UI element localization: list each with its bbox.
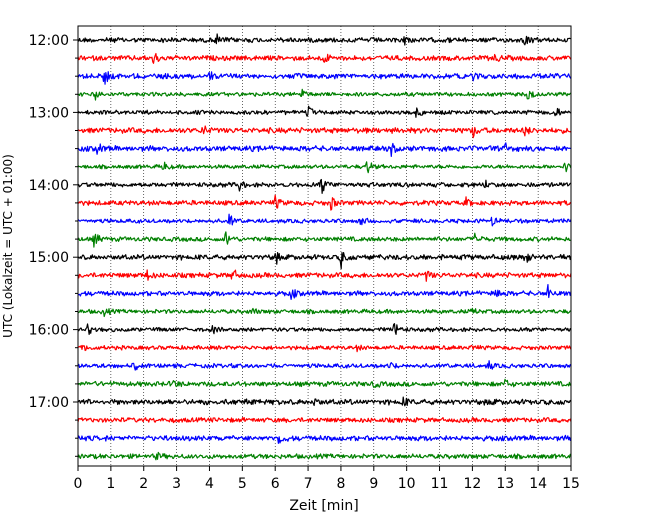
x-tick-label: 2: [139, 476, 148, 492]
trace-1415: [77, 194, 572, 211]
seismogram-traces: [77, 33, 572, 461]
x-tick-label: 4: [205, 476, 214, 492]
trace-1245: [77, 88, 572, 101]
y-tick-label: 14:00: [29, 178, 69, 194]
x-axis-ticks: 0 1 2 3 4 5 6 7 8 9 10 11 12 13 14 15: [74, 466, 580, 492]
trace-1500: [77, 251, 572, 270]
y-axis-label: UTC (Lokalzeit = UTC + 01:00): [1, 154, 15, 338]
x-tick-label: 6: [271, 476, 280, 492]
trace-1645: [77, 378, 572, 389]
x-tick-label: 3: [172, 476, 181, 492]
trace-1530: [77, 283, 572, 300]
trace-1445: [77, 231, 572, 248]
trace-1515: [77, 269, 572, 282]
trace-1330: [77, 142, 572, 157]
x-tick-label: 0: [74, 476, 83, 492]
y-tick-label: 17:00: [29, 395, 69, 411]
trace-1730: [77, 434, 572, 444]
x-tick-label: 1: [106, 476, 115, 492]
trace-1630: [77, 360, 572, 371]
x-tick-label: 13: [496, 476, 514, 492]
plot-frame: [77, 25, 572, 467]
vertical-grid: [110, 26, 539, 466]
trace-1315: [77, 125, 572, 139]
x-tick-label: 11: [431, 476, 449, 492]
x-tick-label: 7: [304, 476, 313, 492]
trace-1745: [77, 451, 572, 461]
trace-1615: [77, 344, 572, 353]
trace-1300: [77, 105, 572, 118]
trace-1400: [77, 178, 572, 194]
x-tick-label: 15: [562, 476, 580, 492]
x-tick-label: 8: [336, 476, 345, 492]
x-tick-label: 12: [463, 476, 481, 492]
y-tick-label: 16:00: [29, 323, 69, 339]
x-tick-label: 10: [398, 476, 416, 492]
x-axis-label: Zeit [min]: [289, 498, 358, 514]
y-tick-label: 13:00: [29, 105, 69, 121]
trace-1230: [77, 71, 572, 85]
trace-1715: [77, 416, 572, 424]
x-tick-label: 9: [369, 476, 378, 492]
trace-1600: [77, 323, 572, 336]
y-tick-label: 15:00: [29, 250, 69, 266]
y-tick-label: 12:00: [29, 33, 69, 49]
y-axis-ticks: 12:00 13:00 14:00 15:00 16:00 17:00: [29, 33, 78, 457]
trace-1345: [77, 161, 572, 174]
trace-1545: [77, 307, 572, 318]
x-tick-label: 14: [529, 476, 547, 492]
trace-1215: [77, 52, 572, 64]
x-tick-label: 5: [238, 476, 247, 492]
trace-1200: [77, 33, 572, 46]
trace-1430: [77, 213, 572, 227]
trace-1700: [77, 396, 572, 407]
